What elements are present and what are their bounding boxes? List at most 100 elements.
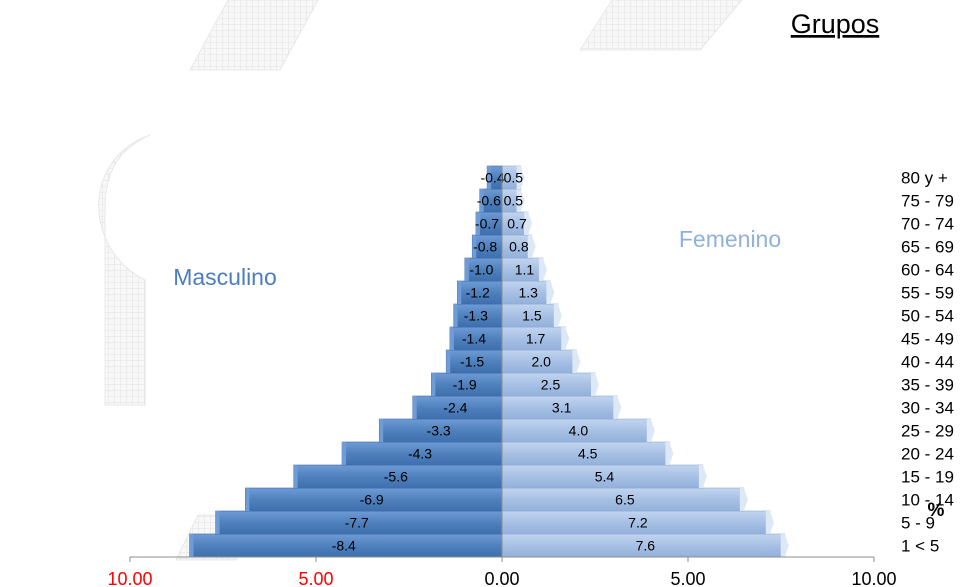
category-label: 55 - 59	[901, 284, 954, 303]
data-label-femenino: 4.0	[569, 423, 589, 439]
data-label-femenino: 0.7	[507, 216, 527, 232]
data-label-masculino: -1.9	[453, 377, 477, 393]
x-tick-label: 5.00	[670, 569, 705, 587]
x-axis-title: %	[928, 500, 945, 521]
bar-femenino-bevel	[646, 419, 655, 442]
category-label: 80 y +	[901, 169, 948, 188]
bar-masculino-bevel	[446, 350, 451, 373]
bar-femenino-bevel	[538, 258, 547, 281]
bar-femenino-bevel	[516, 189, 525, 212]
bar-femenino-bevel	[765, 511, 774, 534]
x-axis: 10.00 5.00 0.00 5.00 10.00	[107, 166, 897, 587]
data-label-femenino: 7.2	[628, 515, 648, 531]
data-label-femenino: 1.5	[522, 308, 542, 324]
bar-masculino-bevel	[342, 442, 347, 465]
data-label-femenino: 5.4	[595, 469, 615, 485]
data-label-masculino: -3.3	[427, 423, 451, 439]
bar-masculino-bevel	[189, 534, 194, 557]
bar-masculino-bevel	[487, 166, 492, 189]
data-label-femenino: 6.5	[615, 492, 635, 508]
category-labels: 1 < 5 5 - 9 10 - 14 15 - 19 20 - 24 25 - 29 30…	[901, 169, 954, 556]
data-label-masculino: -5.6	[384, 469, 408, 485]
data-label-femenino: 2.5	[541, 377, 561, 393]
data-label-masculino: -2.4	[443, 400, 467, 416]
data-label-masculino: -0.7	[475, 216, 499, 232]
data-label-masculino: -4.3	[408, 446, 432, 462]
bar-femenino-bevel	[739, 488, 748, 511]
x-tick-label: 10.00	[851, 569, 896, 587]
bar-masculino-bevel	[293, 465, 298, 488]
bar-femenino-bevel	[527, 235, 536, 258]
series-label-masculino: Masculino	[173, 264, 277, 290]
bar-femenino-bevel	[591, 373, 599, 396]
data-label-femenino: 0.8	[509, 239, 529, 255]
data-label-masculino: -0.8	[473, 239, 497, 255]
data-label-masculino: -0.6	[477, 193, 501, 209]
category-label: 45 - 49	[901, 330, 954, 349]
category-axis-title: Grupos	[791, 9, 880, 39]
bar-femenino-bevel	[698, 465, 707, 488]
data-label-masculino: -1.3	[464, 308, 488, 324]
series-label-femenino: Femenino	[679, 226, 781, 252]
category-label: 10 - 14	[901, 491, 954, 510]
category-label: 15 - 19	[901, 468, 954, 487]
bar-femenino-bevel	[665, 442, 674, 465]
data-label-femenino: 0.5	[504, 193, 524, 209]
bar-masculino-bevel	[412, 396, 417, 419]
category-label: 25 - 29	[901, 422, 954, 441]
category-label: 40 - 44	[901, 353, 954, 372]
category-label: 70 - 74	[901, 215, 954, 234]
bar-masculino-bevel	[457, 281, 462, 304]
category-label: 60 - 64	[901, 261, 954, 280]
bar-femenino-bevel	[780, 534, 789, 557]
category-label: 50 - 54	[901, 307, 954, 326]
bar-masculino-bevel	[449, 327, 454, 350]
data-label-femenino: 4.5	[578, 446, 598, 462]
data-label-masculino: -7.7	[345, 515, 369, 531]
data-label-masculino: -1.0	[469, 262, 493, 278]
watermark-logo	[98, 0, 743, 561]
bar-masculino-bevel	[472, 235, 477, 258]
bar-femenino-bevel	[561, 327, 570, 350]
x-tick-label: 5.00	[298, 569, 333, 587]
series-masculino-bars	[189, 165, 503, 558]
bar-masculino-bevel	[215, 511, 220, 534]
category-label: 35 - 39	[901, 376, 954, 395]
bar-femenino-bevel	[524, 212, 533, 235]
bar-masculino-bevel	[245, 488, 250, 511]
data-label-masculino: -0.4	[480, 170, 504, 186]
data-label-masculino: -1.4	[462, 331, 486, 347]
bar-masculino-bevel	[453, 304, 458, 327]
data-label-femenino: 1.1	[515, 262, 535, 278]
x-tick-label: 10.00	[107, 569, 152, 587]
data-label-masculino: -6.9	[360, 492, 384, 508]
category-label: 75 - 79	[901, 192, 954, 211]
category-label: 1 < 5	[901, 537, 939, 556]
data-label-femenino: 2.0	[531, 354, 551, 370]
data-label-femenino: 1.3	[518, 285, 538, 301]
bar-femenino-bevel	[553, 304, 562, 327]
bar-femenino-bevel	[546, 281, 555, 304]
bar-femenino-bevel	[613, 396, 622, 419]
data-label-masculino: -1.2	[466, 285, 490, 301]
data-labels: -8.4 7.6 -7.7 7.2 -6.9 6.5 -5.6 5.4 -4.3 4.5 -3.3 4…	[332, 170, 656, 554]
bar-masculino-bevel	[431, 373, 436, 396]
data-label-masculino: -8.4	[332, 538, 356, 554]
data-label-femenino: 3.1	[552, 400, 572, 416]
bar-femenino-bevel	[572, 350, 581, 373]
bar-femenino-bevel	[516, 166, 525, 189]
data-label-femenino: 1.7	[526, 331, 546, 347]
bar-masculino-bevel	[479, 189, 484, 212]
bar-masculino-bevel	[464, 258, 469, 281]
bar-masculino-bevel	[379, 419, 384, 442]
data-label-masculino: -1.5	[460, 354, 484, 370]
x-tick-label: 0.00	[484, 569, 519, 587]
series-femenino-bars	[501, 165, 789, 558]
category-label: 30 - 34	[901, 399, 954, 418]
bar-masculino-bevel	[475, 212, 480, 235]
data-label-femenino: 7.6	[636, 538, 656, 554]
data-label-femenino: 0.5	[504, 170, 524, 186]
category-label: 5 - 9	[901, 514, 935, 533]
category-label: 20 - 24	[901, 445, 954, 464]
